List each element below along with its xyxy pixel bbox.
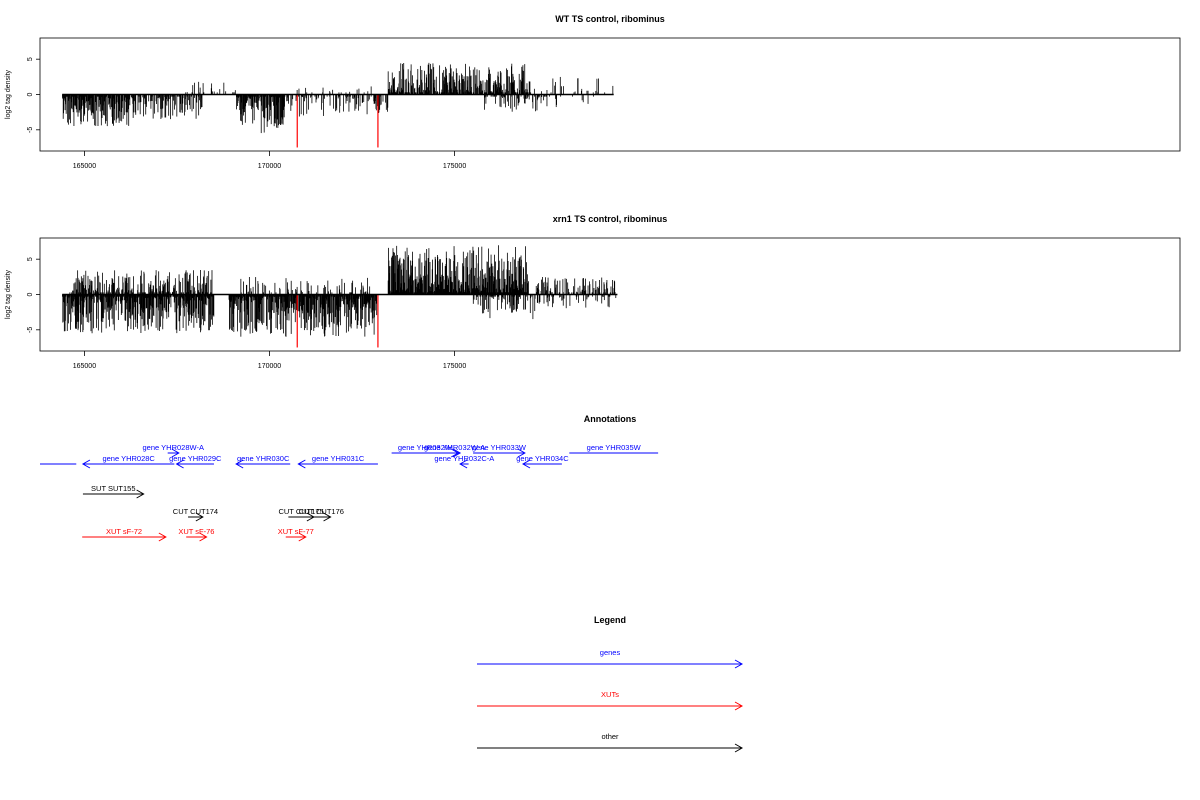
panel-title: WT TS control, ribominus bbox=[555, 14, 665, 24]
feature-genes bbox=[175, 459, 214, 469]
arrow-head bbox=[235, 459, 244, 469]
x-tick-label: 175000 bbox=[443, 363, 466, 370]
arrow-head bbox=[734, 701, 744, 711]
y-axis-label: log2 tag density bbox=[5, 269, 12, 319]
arrow-head bbox=[734, 659, 744, 669]
legend-label: other bbox=[601, 732, 619, 741]
feature-label: gene YHR029C bbox=[169, 454, 222, 463]
feature-other bbox=[312, 512, 332, 522]
y-axis-label: log2 tag density bbox=[5, 69, 12, 119]
legend-label: genes bbox=[600, 648, 621, 657]
arrow-head bbox=[734, 743, 744, 753]
feature-label: gene YHR034C bbox=[516, 454, 569, 463]
y-tick-label: 5 bbox=[27, 57, 34, 61]
feature-label: gene YHR030C bbox=[237, 454, 290, 463]
legend-label: XUTs bbox=[601, 690, 619, 699]
feature-label: gene YHR035W bbox=[587, 443, 642, 452]
feature-genes bbox=[522, 459, 562, 469]
annotations-track: Annotations gene YHR028C gene YHR028W-A gen… bbox=[40, 414, 659, 542]
annotations-title: Annotations bbox=[584, 414, 637, 424]
track-panel-1: WT TS control, ribominus 165000 170000 1750… bbox=[5, 14, 1181, 170]
feature-genes bbox=[167, 448, 180, 458]
panel-title: xrn1 TS control, ribominus bbox=[553, 214, 668, 224]
legend-arrow-genes bbox=[477, 659, 744, 669]
legend-title: Legend bbox=[594, 615, 626, 625]
x-tick-label: 165000 bbox=[73, 363, 96, 370]
feature-genes bbox=[81, 459, 175, 469]
feature-label: gene YHR028C bbox=[102, 454, 155, 463]
feature-xuts bbox=[285, 532, 307, 542]
x-tick-label: 175000 bbox=[443, 163, 466, 170]
x-tick-label: 165000 bbox=[73, 163, 96, 170]
arrow-head bbox=[323, 512, 332, 522]
feature-label: XUT sF-77 bbox=[278, 527, 314, 536]
arrow-head bbox=[136, 489, 145, 499]
feature-genes bbox=[235, 459, 291, 469]
arrow-head bbox=[522, 459, 531, 469]
bar-series bbox=[62, 245, 617, 337]
y-tick-label: 0 bbox=[27, 92, 34, 96]
arrow-head bbox=[158, 532, 167, 542]
feature-label: CUT CUT176 bbox=[299, 507, 344, 516]
feature-label: CUT CUT175 bbox=[278, 507, 323, 516]
arrow-head bbox=[459, 459, 468, 469]
legend: Legend genes XUTs other bbox=[477, 615, 744, 753]
bar-series bbox=[62, 62, 614, 134]
feature-label: XUT sF-72 bbox=[106, 527, 142, 536]
arrow-head bbox=[195, 512, 204, 522]
arrow-head bbox=[175, 459, 184, 469]
arrow-head bbox=[81, 459, 91, 469]
arrow-head bbox=[171, 448, 180, 458]
feature-label: gene YHR028W-A bbox=[143, 443, 204, 452]
feature-label: gene YHR032W bbox=[398, 443, 453, 452]
arrow-head bbox=[452, 448, 462, 458]
feature-label: SUT SUT155 bbox=[91, 484, 135, 493]
feature-label: gene YHR033W bbox=[472, 443, 527, 452]
feature-xuts bbox=[82, 532, 167, 542]
y-tick-label: 5 bbox=[27, 257, 34, 261]
y-tick-label: -5 bbox=[27, 127, 34, 133]
feature-other bbox=[188, 512, 204, 522]
feature-xuts bbox=[186, 532, 208, 542]
feature-genes bbox=[448, 448, 462, 458]
feature-label: gene YHR031C bbox=[312, 454, 365, 463]
legend-arrow-xuts bbox=[477, 701, 744, 711]
feature-label: gene YHR032W-A bbox=[424, 443, 485, 452]
feature-label: gene YHR032C-A bbox=[434, 454, 494, 463]
feature-genes bbox=[297, 459, 378, 469]
feature-genes bbox=[473, 448, 526, 458]
x-tick-label: 170000 bbox=[258, 363, 281, 370]
arrow-head bbox=[298, 532, 307, 542]
feature-genes bbox=[459, 459, 469, 469]
y-tick-label: 0 bbox=[27, 292, 34, 296]
feature-label: CUT CUT174 bbox=[173, 507, 218, 516]
arrow-head bbox=[297, 459, 306, 469]
x-tick-label: 170000 bbox=[258, 163, 281, 170]
arrow-head bbox=[199, 532, 208, 542]
track-panel-2: xrn1 TS control, ribominus 165000 170000 17… bbox=[5, 214, 1181, 370]
feature-other bbox=[82, 489, 145, 499]
arrow-head bbox=[517, 448, 526, 458]
y-tick-label: -5 bbox=[27, 327, 34, 333]
feature-label: XUT sF-76 bbox=[178, 527, 214, 536]
legend-arrow-other bbox=[477, 743, 744, 753]
